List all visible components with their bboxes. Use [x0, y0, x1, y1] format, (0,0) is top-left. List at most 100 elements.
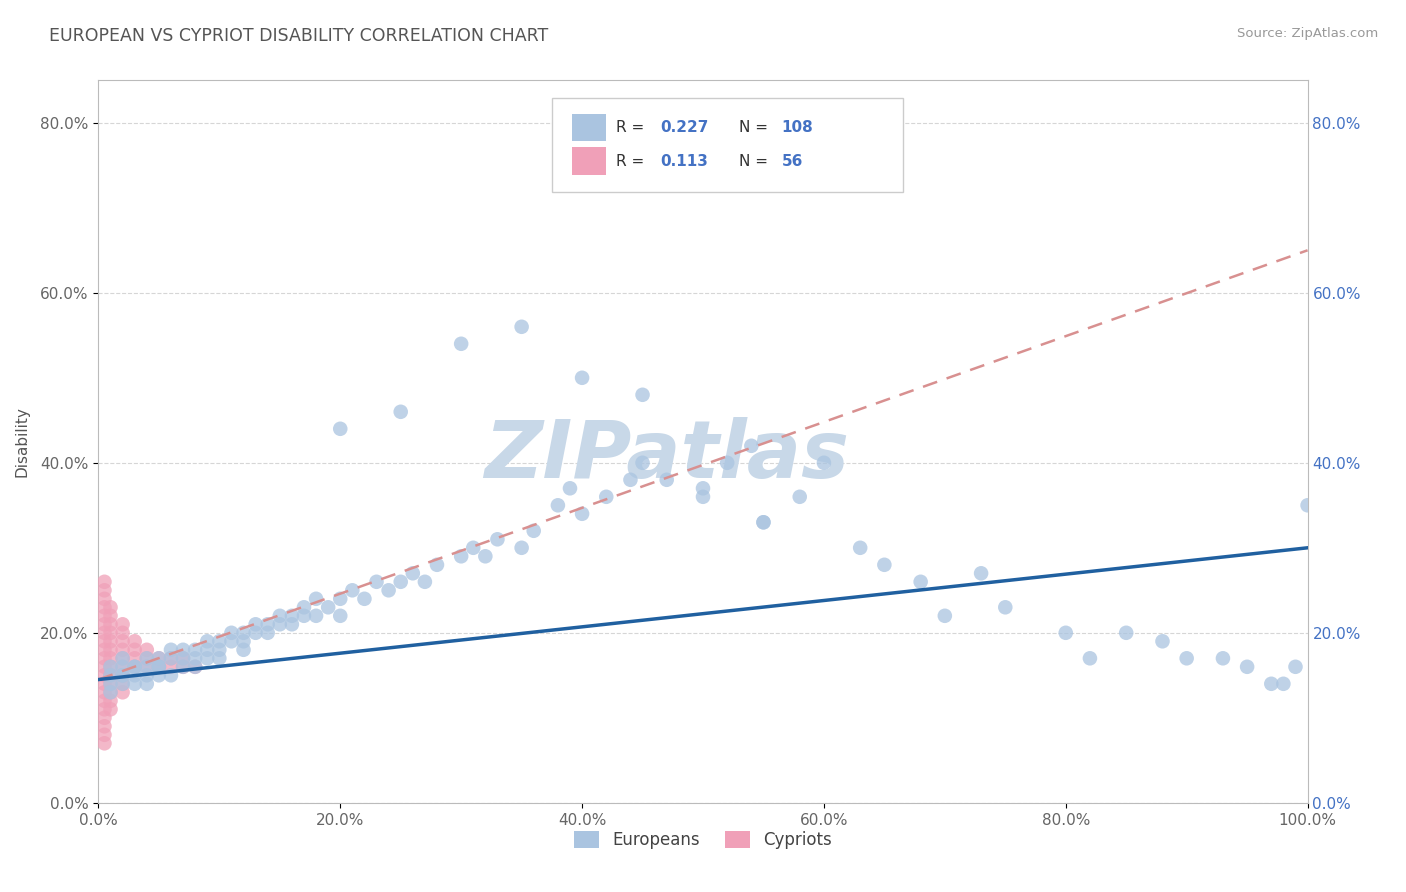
Point [269, 608, 291, 623]
Point [292, 608, 315, 623]
Point [195, 642, 218, 657]
Text: R =: R = [616, 153, 650, 169]
Point [305, 591, 328, 606]
Text: R =: R = [616, 120, 650, 135]
Point [135, 660, 157, 674]
Point [100, 685, 122, 699]
Point [111, 668, 134, 682]
Point [377, 583, 399, 598]
Point [184, 660, 207, 674]
Point [619, 473, 641, 487]
Point [1272, 677, 1295, 691]
Point [100, 642, 122, 657]
Point [366, 574, 388, 589]
Point [160, 660, 183, 674]
Point [93, 660, 115, 674]
Text: 108: 108 [782, 120, 813, 135]
Point [124, 660, 146, 674]
Point [752, 516, 775, 530]
Point [172, 660, 194, 674]
Point [1078, 651, 1101, 665]
Text: ZIPatlas: ZIPatlas [484, 417, 849, 495]
Point [752, 516, 775, 530]
Point [135, 651, 157, 665]
Point [100, 651, 122, 665]
Point [124, 660, 146, 674]
Point [93, 583, 115, 598]
Point [195, 634, 218, 648]
Point [208, 651, 231, 665]
Point [93, 634, 115, 648]
Point [1284, 660, 1306, 674]
Bar [572, 147, 606, 175]
Point [692, 490, 714, 504]
Point [232, 625, 254, 640]
Point [655, 473, 678, 487]
Point [100, 660, 122, 674]
Point [281, 608, 304, 623]
Text: 0.227: 0.227 [661, 120, 709, 135]
Point [100, 702, 122, 716]
Point [93, 668, 115, 682]
Point [111, 685, 134, 699]
Point [1260, 677, 1282, 691]
Point [135, 642, 157, 657]
Point [547, 498, 569, 512]
Point [172, 651, 194, 665]
Point [172, 642, 194, 657]
Point [571, 371, 593, 385]
Point [111, 625, 134, 640]
Point [100, 668, 122, 682]
Point [111, 651, 134, 665]
Point [100, 668, 122, 682]
Point [172, 651, 194, 665]
Point [413, 574, 436, 589]
Point [245, 617, 267, 632]
Point [305, 608, 328, 623]
Point [221, 634, 243, 648]
Point [124, 660, 146, 674]
Point [93, 608, 115, 623]
Point [316, 600, 339, 615]
Point [93, 651, 115, 665]
Point [934, 608, 956, 623]
Point [195, 651, 218, 665]
Point [1152, 634, 1174, 648]
Point [160, 642, 183, 657]
Point [450, 549, 472, 564]
Point [100, 685, 122, 699]
Point [463, 541, 485, 555]
Point [111, 677, 134, 691]
Point [135, 668, 157, 682]
Point [124, 677, 146, 691]
Point [1115, 625, 1137, 640]
Text: Source: ZipAtlas.com: Source: ZipAtlas.com [1237, 27, 1378, 40]
Point [716, 456, 738, 470]
Point [93, 625, 115, 640]
Point [221, 625, 243, 640]
Point [208, 642, 231, 657]
Point [329, 608, 352, 623]
Point [281, 617, 304, 632]
Point [160, 651, 183, 665]
Point [245, 625, 267, 640]
Point [1212, 651, 1234, 665]
Point [111, 651, 134, 665]
Point [93, 719, 115, 733]
Point [486, 533, 509, 547]
Point [269, 617, 291, 632]
Point [208, 634, 231, 648]
Point [184, 642, 207, 657]
Point [148, 660, 170, 674]
Point [135, 651, 157, 665]
Point [124, 651, 146, 665]
Point [740, 439, 762, 453]
Point [111, 668, 134, 682]
Point [1236, 660, 1258, 674]
Point [100, 677, 122, 691]
Point [93, 685, 115, 699]
Point [111, 634, 134, 648]
Point [93, 694, 115, 708]
Point [631, 456, 654, 470]
Point [329, 591, 352, 606]
